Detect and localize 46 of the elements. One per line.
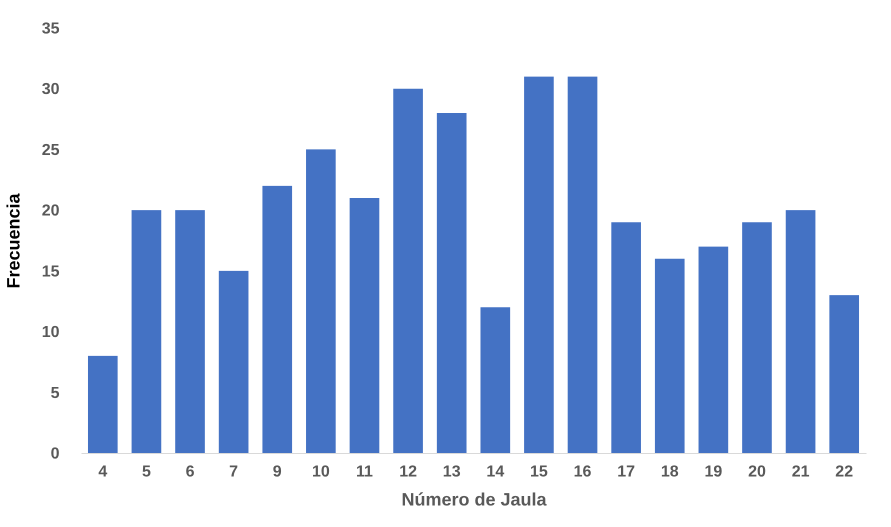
bar: [306, 149, 336, 453]
x-tick-label: 9: [272, 464, 282, 480]
bar: [786, 210, 816, 453]
y-axis-title: Frecuencia: [4, 192, 24, 289]
x-tick-label: 19: [704, 464, 722, 480]
bar: [829, 295, 860, 453]
bar: [218, 270, 248, 453]
bar: [175, 210, 205, 453]
bar: [698, 246, 728, 453]
x-tick-label: 17: [617, 464, 636, 480]
y-tick-label: 25: [42, 142, 60, 159]
bar: [480, 307, 510, 453]
x-tick-label: 16: [574, 464, 592, 480]
x-tick-label: 22: [835, 464, 854, 480]
y-tick-label: 10: [42, 324, 60, 342]
bar: [654, 258, 685, 453]
y-tick-label: 5: [50, 384, 60, 402]
x-tick-label: 21: [792, 464, 810, 480]
y-tick-label: 35: [42, 20, 60, 38]
bar: [611, 222, 641, 453]
x-tick-label: 15: [530, 464, 548, 480]
x-tick-label: 4: [98, 464, 108, 480]
bar: [742, 222, 772, 453]
y-tick-label: 15: [42, 263, 60, 280]
x-tick-label: 18: [660, 464, 679, 480]
x-tick-label: 6: [186, 464, 195, 480]
x-tick-label: 12: [399, 464, 418, 480]
bar: [568, 76, 598, 453]
x-tick-label: 11: [356, 464, 374, 480]
x-tick-label: 5: [142, 464, 151, 480]
bar: [132, 210, 162, 453]
x-tick-label: 13: [442, 464, 461, 480]
bar: [88, 356, 118, 453]
x-tick-label: 14: [486, 464, 504, 480]
x-axis-title: Número de Jaula: [401, 490, 548, 510]
y-tick-label: 30: [42, 81, 60, 98]
x-tick-label: 20: [748, 464, 766, 480]
x-tick-label: 7: [229, 464, 238, 480]
y-tick-label: 20: [42, 202, 60, 220]
x-tick-label: 10: [312, 464, 330, 480]
y-tick-label: 0: [50, 446, 60, 462]
bar: [393, 88, 423, 453]
bar: [262, 186, 292, 453]
bar: [350, 198, 380, 453]
bar: [436, 113, 467, 453]
bar: [524, 76, 554, 453]
